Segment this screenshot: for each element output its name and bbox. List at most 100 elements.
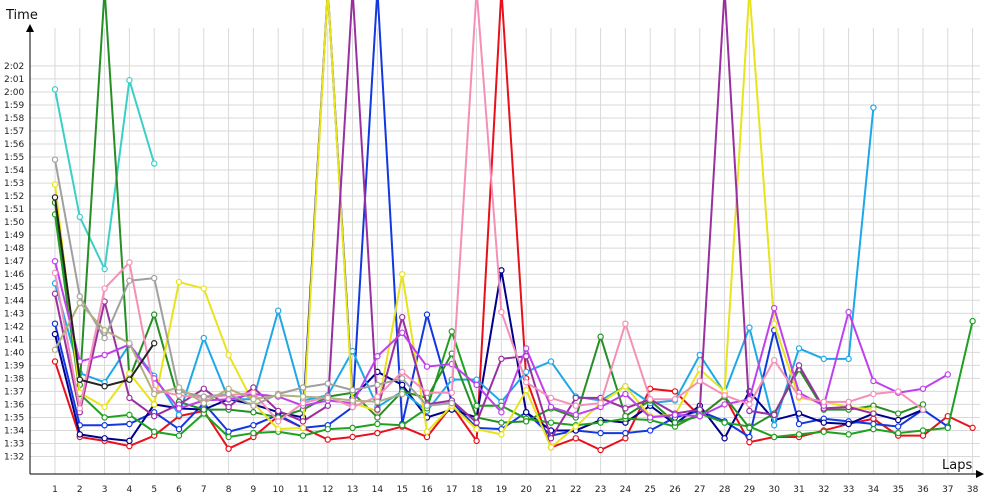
x-tick-label: 37 — [942, 485, 953, 495]
series-segment — [873, 390, 899, 395]
data-point — [101, 382, 108, 390]
series-segment — [500, 348, 528, 413]
data-point — [299, 418, 307, 425]
data-point — [746, 324, 753, 331]
data-point — [547, 419, 555, 426]
series-segment — [79, 302, 106, 331]
data-point — [200, 399, 207, 407]
data-point — [870, 420, 877, 428]
series-segment — [54, 89, 81, 218]
series-segment — [178, 409, 205, 418]
y-tick-label: 1:54 — [4, 166, 24, 176]
series-segment — [847, 311, 875, 382]
data-point — [622, 382, 629, 390]
series-segment — [476, 426, 502, 431]
y-tick-label: 1:48 — [4, 244, 24, 254]
series-segment — [128, 342, 156, 381]
series-14 — [51, 194, 158, 390]
series-segment — [798, 395, 825, 403]
data-point — [746, 433, 753, 441]
data-point — [622, 320, 629, 327]
series-segment — [451, 404, 478, 430]
series-segment — [54, 197, 81, 380]
data-point — [150, 401, 158, 408]
data-point — [225, 403, 232, 411]
data-point — [671, 388, 679, 395]
x-tick-label: 18 — [471, 485, 483, 495]
data-point — [250, 402, 257, 409]
series-segment — [426, 314, 453, 403]
series-segment — [475, 270, 503, 418]
data-point — [51, 194, 59, 201]
series-segment — [203, 387, 230, 404]
series-segment — [376, 370, 403, 386]
data-point — [473, 419, 480, 426]
series-segment — [278, 394, 304, 398]
x-tick-label: 6 — [176, 485, 182, 495]
data-point — [622, 412, 629, 420]
y-tick-label: 1:47 — [4, 257, 24, 267]
series-segment — [674, 380, 701, 401]
y-tick-label: 1:37 — [4, 387, 24, 397]
y-tick-label: 1:49 — [4, 231, 24, 241]
series-11 — [51, 0, 927, 425]
data-point — [399, 422, 406, 429]
data-point — [175, 411, 183, 419]
series-segment — [103, 261, 131, 290]
series-segment — [228, 424, 254, 433]
series-segment — [897, 408, 924, 428]
series-segment — [550, 437, 577, 449]
series-segment — [898, 387, 924, 394]
y-tick-label: 1:39 — [4, 361, 24, 371]
series-segment — [723, 395, 751, 429]
data-point — [423, 363, 431, 370]
data-point — [820, 398, 828, 406]
data-point — [423, 433, 431, 441]
series-segment — [748, 327, 776, 426]
data-point — [795, 345, 803, 352]
data-point — [126, 442, 133, 450]
series-segment — [650, 413, 676, 419]
series-segment — [922, 426, 948, 432]
series-segment — [129, 277, 155, 282]
data-point — [671, 419, 679, 426]
series-segment — [426, 331, 453, 409]
data-point — [845, 355, 852, 363]
series-segment — [376, 371, 403, 398]
series-segment — [550, 425, 577, 449]
data-point — [969, 317, 976, 325]
series-segment — [749, 425, 775, 438]
data-point — [944, 371, 952, 378]
x-tick-label: 28 — [719, 485, 731, 495]
series-segment — [574, 336, 602, 418]
series-segment — [54, 159, 81, 297]
series-segment — [376, 390, 403, 408]
series-segment — [575, 437, 602, 451]
series-segment — [823, 430, 849, 436]
series-segment — [79, 353, 105, 363]
series-segment — [401, 371, 428, 394]
series-segment — [501, 420, 527, 424]
series-segment — [873, 422, 899, 428]
data-point — [721, 401, 728, 408]
data-point — [324, 394, 331, 402]
series-segment — [228, 432, 254, 438]
x-tick-label: 12 — [322, 485, 333, 495]
data-point — [895, 429, 902, 437]
series-segment — [525, 407, 552, 423]
y-tick-label: 1:59 — [4, 101, 24, 111]
series-segment — [228, 408, 254, 414]
series-segment — [426, 405, 453, 433]
series-segment — [129, 434, 155, 448]
data-point — [498, 355, 505, 363]
data-point — [845, 308, 852, 316]
series-segment — [550, 407, 577, 419]
series-segment — [724, 421, 750, 428]
data-point — [349, 433, 356, 441]
series-segment — [525, 348, 552, 408]
data-point — [696, 406, 704, 413]
x-tick-label: 21 — [545, 485, 556, 495]
series-segment — [500, 371, 527, 403]
data-point — [919, 406, 927, 413]
series-segment — [54, 333, 81, 435]
